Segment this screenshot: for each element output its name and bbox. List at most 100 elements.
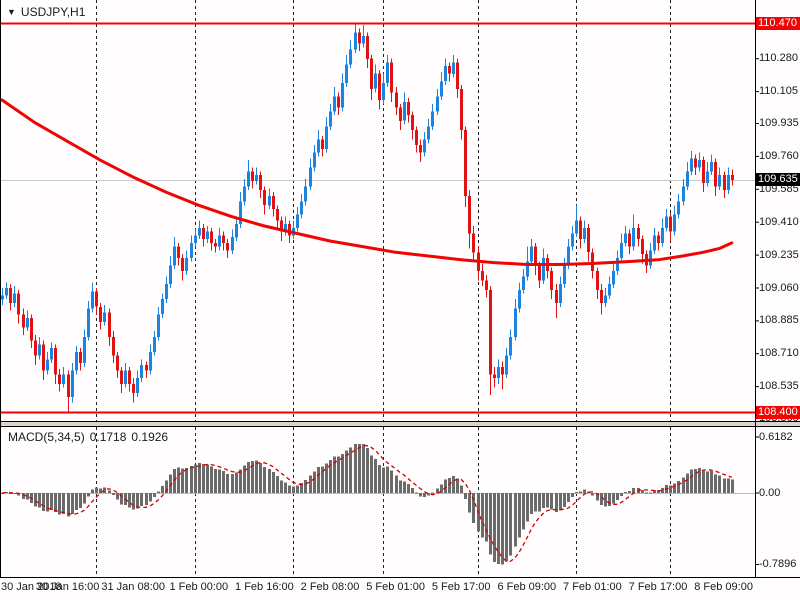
macd-histogram-bar bbox=[448, 478, 451, 493]
macd-histogram-bar bbox=[423, 493, 426, 497]
candle-bull bbox=[91, 291, 94, 309]
candle-bear bbox=[272, 195, 275, 210]
macd-histogram-bar bbox=[673, 483, 676, 493]
macd-histogram-bar bbox=[235, 472, 238, 493]
macd-histogram-bar bbox=[103, 487, 106, 493]
macd-histogram-bar bbox=[608, 493, 611, 506]
macd-histogram-bar bbox=[591, 493, 594, 496]
macd-histogram-bar bbox=[296, 485, 299, 493]
candle-bear bbox=[276, 209, 279, 221]
macd-histogram-bar bbox=[690, 469, 693, 493]
macd-histogram-bar bbox=[309, 475, 312, 493]
macd-histogram-bar bbox=[284, 482, 287, 493]
time-axis-label: 6 Feb 09:00 bbox=[497, 581, 557, 593]
macd-histogram-bar bbox=[534, 493, 537, 512]
time-axis-label: 5 Feb 01:00 bbox=[366, 581, 425, 593]
candle-bull bbox=[423, 139, 426, 153]
candle-bear bbox=[259, 175, 262, 191]
macd-histogram-bar bbox=[239, 469, 242, 493]
macd-histogram-bar bbox=[140, 493, 143, 507]
time-axis-label: 31 Jan 08:00 bbox=[101, 581, 165, 593]
time-axis-label: 30 Jan 2018 bbox=[1, 581, 62, 593]
candle-bull bbox=[567, 246, 570, 266]
macd-histogram-bar bbox=[231, 473, 234, 493]
macd-histogram-bar bbox=[161, 485, 164, 493]
macd-histogram-bar bbox=[645, 492, 648, 494]
candle-bear bbox=[390, 62, 393, 93]
candle-bear bbox=[534, 246, 537, 266]
candle-bear bbox=[181, 257, 184, 272]
macd-histogram-bar bbox=[358, 444, 361, 493]
candle-bear bbox=[226, 242, 229, 251]
macd-histogram-bar bbox=[559, 493, 562, 511]
macd-histogram-bar bbox=[79, 493, 82, 509]
candle-bear bbox=[34, 340, 37, 356]
candle-bear bbox=[493, 374, 496, 379]
macd-histogram-bar bbox=[718, 475, 721, 493]
candle-bear bbox=[468, 195, 471, 234]
macd-histogram-bar bbox=[42, 493, 45, 512]
candle-bull bbox=[296, 214, 299, 228]
macd-histogram-bar bbox=[714, 474, 717, 493]
macd-histogram-bar bbox=[612, 493, 615, 504]
candle-bull bbox=[431, 111, 434, 127]
macd-histogram-bar bbox=[354, 443, 357, 493]
candle-bear bbox=[128, 370, 131, 384]
candle-bear bbox=[337, 96, 340, 108]
macd-histogram-bar bbox=[165, 480, 168, 493]
candle-bull bbox=[542, 257, 545, 281]
macd-histogram-bar bbox=[91, 489, 94, 493]
candle-bull bbox=[140, 365, 143, 379]
candle-bull bbox=[427, 126, 430, 140]
macd-histogram-bar bbox=[112, 493, 115, 495]
candle-bear bbox=[587, 227, 590, 253]
candle-bull bbox=[706, 171, 709, 183]
macd-histogram-bar bbox=[444, 479, 447, 493]
macd-histogram-bar bbox=[251, 461, 254, 493]
candle-bull bbox=[673, 214, 676, 232]
candle-bear bbox=[694, 158, 697, 168]
macd-histogram-bar bbox=[9, 493, 12, 494]
macd-histogram-bar bbox=[710, 471, 713, 493]
macd-histogram-bar bbox=[194, 464, 197, 493]
macd-histogram-bar bbox=[468, 493, 471, 513]
symbol-dropdown-icon[interactable]: ▼ bbox=[7, 7, 16, 17]
candle-bull bbox=[325, 126, 328, 149]
macd-histogram-bar bbox=[255, 460, 258, 493]
macd-histogram-bar bbox=[288, 485, 291, 493]
time-axis-label: 7 Feb 01:00 bbox=[563, 581, 622, 593]
macd-histogram-bar bbox=[382, 467, 385, 493]
macd-histogram-bar bbox=[145, 493, 148, 505]
price-axis-label: 110.280 bbox=[759, 52, 798, 65]
candle-bear bbox=[714, 162, 717, 187]
candle-bear bbox=[628, 233, 631, 247]
macd-histogram-bar bbox=[337, 456, 340, 493]
macd-histogram-bar bbox=[198, 463, 201, 493]
macd-histogram-bar bbox=[497, 493, 500, 564]
candle-bull bbox=[518, 289, 521, 309]
panel-divider[interactable] bbox=[0, 422, 800, 426]
candle-bull bbox=[440, 81, 443, 97]
macd-histogram-bar bbox=[600, 493, 603, 505]
macd-histogram-bar bbox=[571, 493, 574, 497]
macd-histogram-bar bbox=[362, 444, 365, 493]
candle-bull bbox=[604, 295, 607, 303]
macd-histogram-bar bbox=[46, 493, 49, 512]
candle-bear bbox=[263, 190, 266, 206]
candle-bull bbox=[149, 351, 152, 371]
candle-bull bbox=[1, 295, 4, 300]
candle-bull bbox=[198, 227, 201, 236]
candle-bull bbox=[345, 64, 348, 84]
candle-bear bbox=[116, 355, 119, 371]
candle-bear bbox=[17, 293, 20, 315]
candle-bear bbox=[550, 271, 553, 290]
candle-bear bbox=[30, 318, 33, 341]
candle-bull bbox=[169, 265, 172, 285]
candle-bull bbox=[62, 374, 65, 384]
candle-bull bbox=[284, 224, 287, 232]
candle-bull bbox=[530, 246, 533, 262]
candle-bull bbox=[300, 201, 303, 215]
time-axis-label: 5 Feb 17:00 bbox=[431, 581, 491, 593]
